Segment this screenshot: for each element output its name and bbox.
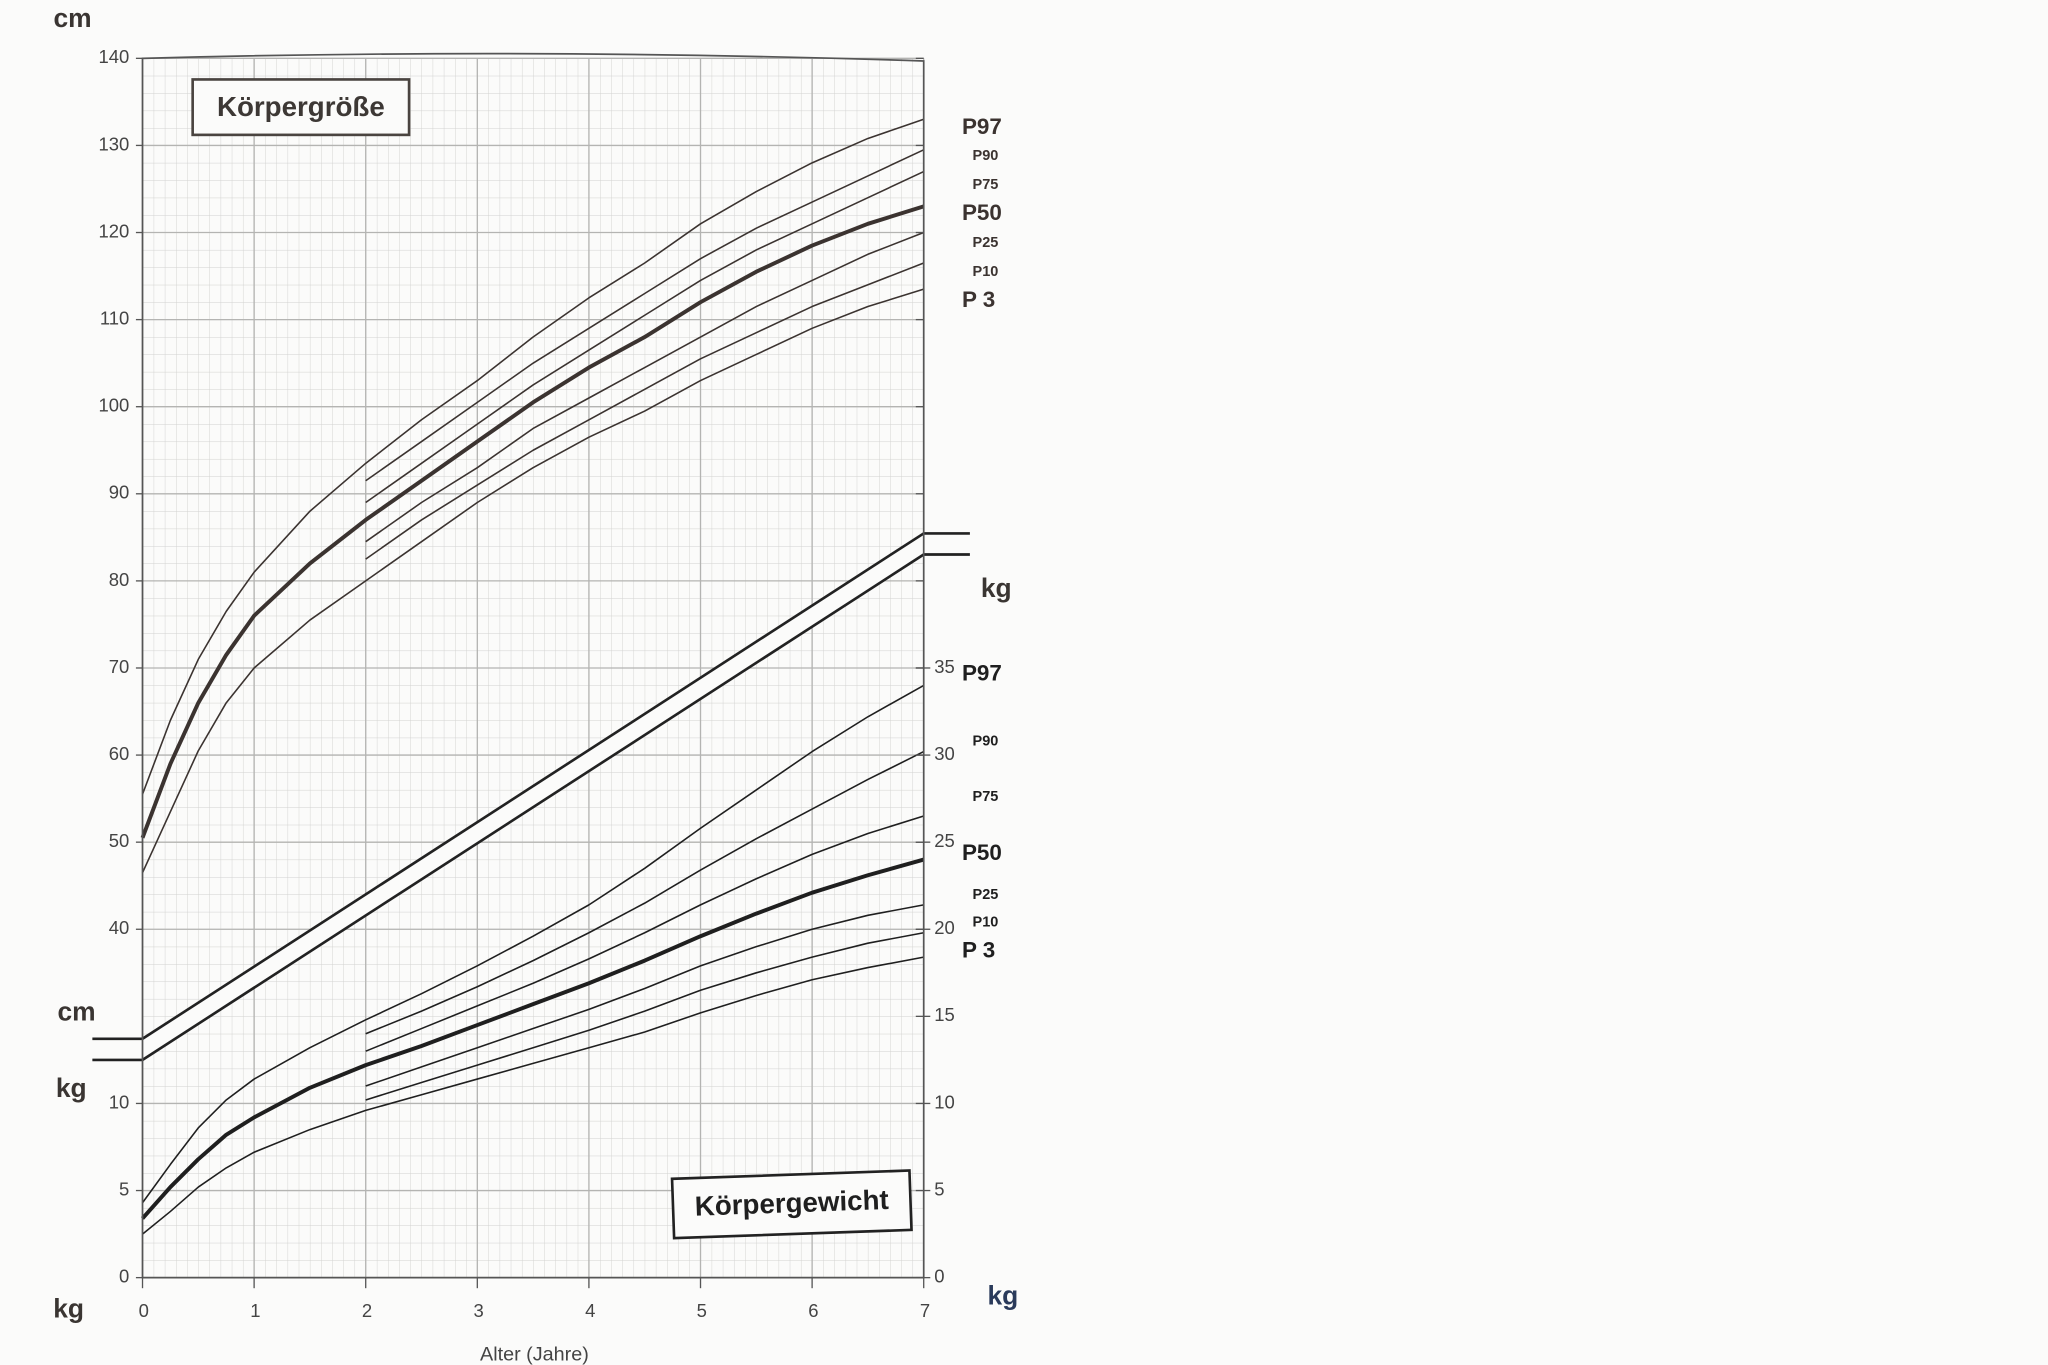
- y-tick-label: 70: [109, 656, 130, 677]
- y-break-label: cm: [57, 997, 95, 1027]
- y-tick-label: 140: [98, 46, 129, 67]
- legend-label: P97: [962, 114, 1002, 139]
- break-line: [92, 553, 970, 1062]
- y2-tick-label: 5: [934, 1178, 944, 1199]
- break-line: [92, 532, 970, 1041]
- percentile-line: [141, 288, 924, 873]
- y-tick-label: 10: [109, 1091, 130, 1112]
- y-tick-label: 40: [109, 917, 130, 938]
- y-tick-label: 60: [109, 743, 130, 764]
- break-band: [142, 533, 924, 1060]
- percentile-line: [365, 750, 925, 1035]
- percentile-line: [365, 815, 924, 1052]
- percentile-line: [365, 931, 924, 1101]
- legend-label: P50: [962, 200, 1002, 225]
- title-box: [191, 78, 411, 137]
- chart-title: Körpergröße: [217, 91, 385, 122]
- y2-tick-label: 35: [934, 656, 955, 677]
- legend-label: P90: [973, 148, 999, 164]
- y-break-label: kg: [56, 1073, 87, 1103]
- y-tick-label: 80: [109, 569, 130, 590]
- x-tick-label: 2: [362, 1300, 372, 1321]
- y-tick-label: 5: [119, 1178, 129, 1199]
- legend-label: P 3: [962, 938, 995, 963]
- percentile-line: [365, 149, 925, 482]
- y2-tick-label: 0: [934, 1266, 944, 1287]
- y2-tick-label: 30: [934, 743, 955, 764]
- frame: [141, 52, 925, 1279]
- y-tick-label: 110: [100, 307, 129, 328]
- percentile-line: [141, 118, 924, 795]
- axis-break: [92, 532, 970, 1062]
- legend-label: P10: [973, 264, 999, 280]
- percentile-line: [141, 857, 925, 1220]
- y2-tick-label: 10: [934, 1091, 955, 1112]
- x-axis-label: Alter (Jahre): [480, 1344, 589, 1365]
- legend-label: P 3: [962, 287, 995, 312]
- y2-axis-label: kg: [987, 1280, 1018, 1310]
- y-axis-label: cm: [54, 3, 92, 33]
- y2-tick-label: 25: [934, 830, 955, 851]
- y2-break-label: kg: [981, 573, 1012, 603]
- x-tick-label: 1: [250, 1300, 260, 1321]
- legend-label: P25: [973, 887, 999, 903]
- x-tick-label: 0: [139, 1300, 149, 1321]
- x-tick-label: 7: [920, 1300, 930, 1321]
- y2-tick-label: 15: [934, 1004, 955, 1025]
- y-tick-label: 50: [109, 830, 130, 851]
- percentile-line: [365, 231, 924, 543]
- x-tick-label: 3: [473, 1300, 483, 1321]
- y-tick-label: 120: [98, 220, 129, 241]
- ticks: 405060708090100110120130140P97P90P75P50P…: [98, 46, 1001, 1321]
- y2-tick-label: 20: [934, 917, 955, 938]
- title-box: [670, 1169, 913, 1240]
- y-tick-label: 130: [98, 133, 129, 154]
- chart-title: Körpergewicht: [694, 1184, 889, 1222]
- plot-frame: [141, 52, 925, 1279]
- percentile-line: [142, 956, 924, 1235]
- legend-label: P97: [962, 661, 1002, 686]
- legend-label: P75: [973, 789, 999, 805]
- legend-label: P50: [962, 840, 1002, 865]
- x-tick-label: 6: [808, 1300, 818, 1321]
- y-axis-label: kg: [53, 1294, 84, 1324]
- legend-label: P10: [973, 914, 999, 930]
- percentile-line: [365, 170, 925, 504]
- percentile-line: [141, 684, 925, 1204]
- percentile-line: [365, 904, 924, 1087]
- y-tick-label: 100: [98, 395, 129, 416]
- x-tick-label: 5: [697, 1300, 707, 1321]
- y-tick-label: 0: [119, 1266, 129, 1287]
- x-tick-label: 4: [585, 1300, 595, 1321]
- percentile-line: [365, 262, 924, 560]
- title-group: Körpergewicht: [670, 1169, 913, 1240]
- legend-label: P90: [973, 734, 999, 750]
- legend-label: P25: [973, 235, 999, 251]
- curves: [140, 118, 925, 1235]
- legend-label: P75: [973, 177, 999, 193]
- percentile-line: [140, 204, 925, 839]
- y-tick-label: 90: [109, 482, 130, 503]
